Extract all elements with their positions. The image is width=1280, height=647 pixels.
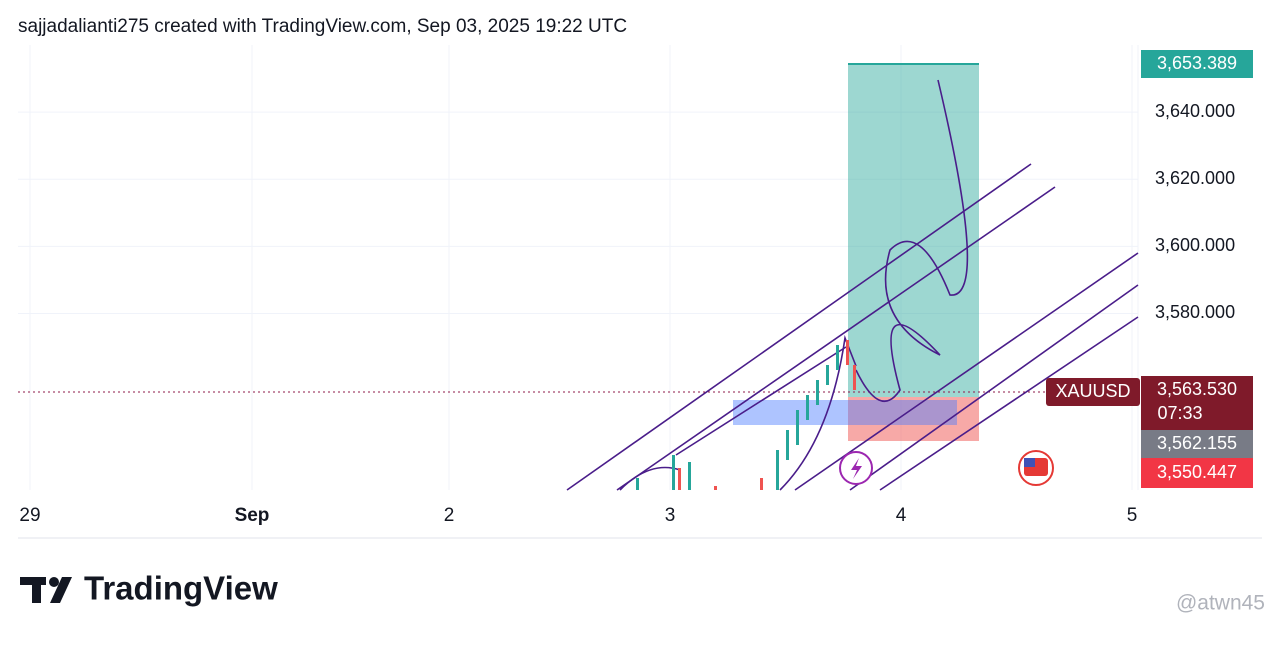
- time-tick-label: 5: [1127, 505, 1138, 526]
- target-label: 3,653.389: [1157, 53, 1237, 73]
- stop-label: 3,562.155: [1157, 433, 1237, 453]
- bolt: [851, 458, 862, 479]
- price-tick-label: 3,640.000: [1155, 101, 1235, 121]
- last-price-label: 3,563.530: [1157, 379, 1237, 399]
- price-tick-label: 3,580.000: [1155, 302, 1235, 322]
- price-tick-label: 3,600.000: [1155, 235, 1235, 255]
- demand-zone: [733, 400, 957, 425]
- symbol-label: XAUUSD: [1055, 381, 1130, 401]
- low-label: 3,550.447: [1157, 462, 1237, 482]
- flag-canton: [1024, 458, 1035, 467]
- symbol-badge: [1046, 378, 1140, 406]
- target-badge: [1141, 50, 1253, 78]
- time-tick-label: 3: [665, 505, 676, 526]
- price-tick-label: 3,620.000: [1155, 168, 1235, 188]
- time-tick-label: Sep: [235, 505, 270, 526]
- candles: [636, 340, 856, 490]
- stop-zone: [848, 397, 979, 441]
- stop-badge: [1141, 430, 1253, 458]
- channel-lines: [566, 79, 1139, 491]
- watermark: @atwn45: [1176, 592, 1265, 615]
- tv-logo-mark: [20, 577, 72, 603]
- time-tick-label: 2: [444, 505, 455, 526]
- time-tick-label: 29: [19, 505, 40, 526]
- last-price-badge: [1141, 376, 1253, 430]
- low-badge: [1141, 458, 1253, 488]
- tv-logo: TradingView: [84, 570, 278, 607]
- time-tick-label: 4: [896, 505, 907, 526]
- header-title: sajjadalianti275 created with TradingVie…: [18, 16, 627, 37]
- target-zone: [848, 64, 979, 397]
- countdown-label: 07:33: [1157, 403, 1202, 423]
- v-grid: [29, 45, 1133, 490]
